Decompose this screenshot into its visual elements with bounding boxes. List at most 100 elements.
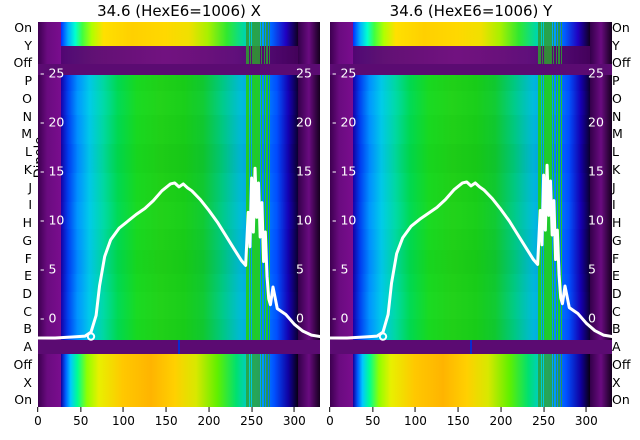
category-tick-right-5: N [612, 108, 622, 124]
category-tick-right-16: C [612, 303, 621, 319]
ytick-x-outer-25: 25 [296, 65, 312, 81]
category-tick-right-12: G [612, 232, 622, 248]
panel-margin-right-y [590, 22, 612, 64]
ytick-x-outer-15: 15 [296, 163, 312, 179]
ytick-x-inner-15: - 15 [40, 163, 65, 179]
category-tick-right-10: I [612, 197, 616, 213]
curve-path [38, 166, 320, 340]
xtick-mark [414, 407, 416, 412]
category-tick-right-4: O [612, 90, 622, 106]
xtick-label: 200 [197, 414, 221, 428]
xtick-mark [372, 407, 374, 412]
xtick-y-0: 0 [326, 407, 334, 428]
category-tick-right-15: D [612, 286, 622, 302]
ytick-x-outer-20: 20 [296, 114, 312, 130]
panel-margin-left-x [38, 22, 61, 64]
strip-gap-upper-x [38, 64, 320, 75]
spectral-band-top-dim-y [330, 45, 612, 64]
ytick-y-inner-20: - 20 [332, 114, 357, 130]
panel-margin-left-main-x [38, 75, 61, 340]
panel-title-x: 34.6 (HexE6=1006) X [97, 2, 261, 20]
xtick-label: 50 [73, 414, 89, 428]
category-tick-left-11: H [22, 215, 32, 231]
panel-title-y: 34.6 (HexE6=1006) Y [389, 2, 553, 20]
category-tick-left-19: Off [13, 356, 32, 372]
panel-margin-right-bot-y [590, 354, 612, 407]
ytick-x-inner-5: - 5 [40, 261, 57, 277]
xtick-y-250: 250 [532, 407, 555, 428]
xtick-y-200: 200 [489, 407, 512, 428]
ytick-y-outer-15: 15 [588, 163, 604, 179]
xtick-x-0: 0 [34, 407, 42, 428]
category-tick-left-13: F [24, 250, 32, 266]
category-tick-left-9: J [28, 179, 32, 195]
xtick-x-50: 50 [73, 407, 88, 428]
xtick-label: 0 [34, 414, 42, 428]
xtick-mark [122, 407, 124, 412]
category-tick-left-3: P [24, 73, 32, 89]
x-axis-left: 0 50 100 150 200 250 300 [34, 407, 320, 437]
xtick-mark [37, 407, 39, 412]
ytick-y-outer-10: 10 [588, 212, 604, 228]
ytick-x-outer-5: 5 [296, 261, 304, 277]
category-tick-right-8: K [612, 161, 621, 177]
ytick-x-inner-20: - 20 [40, 114, 65, 130]
xtick-y-50: 50 [365, 407, 380, 428]
ytick-y-outer-20: 20 [588, 114, 604, 130]
panel-margin-right-bot-x [298, 354, 320, 407]
xtick-label: 300 [574, 414, 598, 428]
curve-origin-marker [378, 332, 388, 341]
category-tick-right-18: A [612, 339, 621, 355]
category-axis-right: On Y Off P O N M L K J I H G F E D C B A Off X On [608, 20, 640, 407]
y-ticks-inner-left-x: - 25 - 20 - 15 - 10 - 5 - 0 [40, 53, 80, 325]
strip-main-x [38, 75, 320, 340]
category-tick-left-18: A [23, 339, 32, 355]
category-tick-right-0: On [612, 20, 630, 35]
xtick-mark [500, 407, 502, 412]
y-ticks-inner-right-x: 25 20 15 10 5 0 [296, 53, 336, 325]
category-tick-right-17: B [612, 321, 621, 337]
xtick-mark [80, 407, 82, 412]
category-tick-right-1: Y [612, 37, 620, 53]
ytick-y-inner-15: - 15 [332, 163, 357, 179]
ytick-y-inner-0: - 0 [332, 310, 349, 326]
category-axis-left: On Y Off P O N M L K J I H G F E D C B A Off X On [2, 20, 36, 408]
y-ticks-inner-right-y: 25 20 15 10 5 0 [588, 53, 628, 325]
panel-margin-left-y [330, 22, 353, 64]
category-tick-left-16: C [23, 303, 32, 319]
xtick-label: 200 [489, 414, 513, 428]
category-tick-left-6: M [21, 126, 32, 142]
category-tick-right-13: F [612, 250, 620, 266]
xtick-y-300: 300 [575, 407, 598, 428]
overlay-curve-y [330, 163, 612, 341]
category-tick-left-7: L [25, 144, 32, 160]
category-tick-left-4: O [22, 90, 32, 106]
xtick-label: 100 [404, 414, 427, 428]
heatmap-panel-x[interactable] [38, 22, 320, 407]
heatmap-panel-y[interactable] [330, 22, 612, 407]
xtick-y-150: 150 [447, 407, 470, 428]
strip-gap-lower-y [330, 340, 612, 354]
xtick-label: 300 [282, 414, 306, 428]
category-tick-left-17: B [23, 321, 32, 337]
ytick-x-outer-10: 10 [296, 212, 312, 228]
category-tick-left-10: I [28, 197, 32, 213]
category-tick-left-0: On [14, 20, 32, 35]
category-tick-left-15: D [22, 286, 32, 302]
xtick-mark [543, 407, 545, 412]
ytick-x-outer-0: 0 [296, 310, 304, 326]
panel-margin-left-main-y [330, 75, 353, 340]
category-tick-right-19: Off [612, 356, 631, 372]
ytick-y-outer-5: 5 [588, 261, 596, 277]
category-tick-left-8: K [23, 161, 32, 177]
strip-gap-upper-y [330, 64, 612, 75]
ytick-x-inner-0: - 0 [40, 310, 57, 326]
category-tick-left-5: N [22, 108, 32, 124]
category-tick-left-1: Y [24, 37, 32, 53]
category-tick-right-11: H [612, 215, 622, 231]
xtick-mark [208, 407, 210, 412]
category-tick-left-21: On [14, 392, 32, 408]
strip-top-y [330, 22, 612, 64]
xtick-label: 50 [365, 414, 381, 428]
x-axis-right: 0 50 100 150 200 250 300 [326, 407, 612, 437]
